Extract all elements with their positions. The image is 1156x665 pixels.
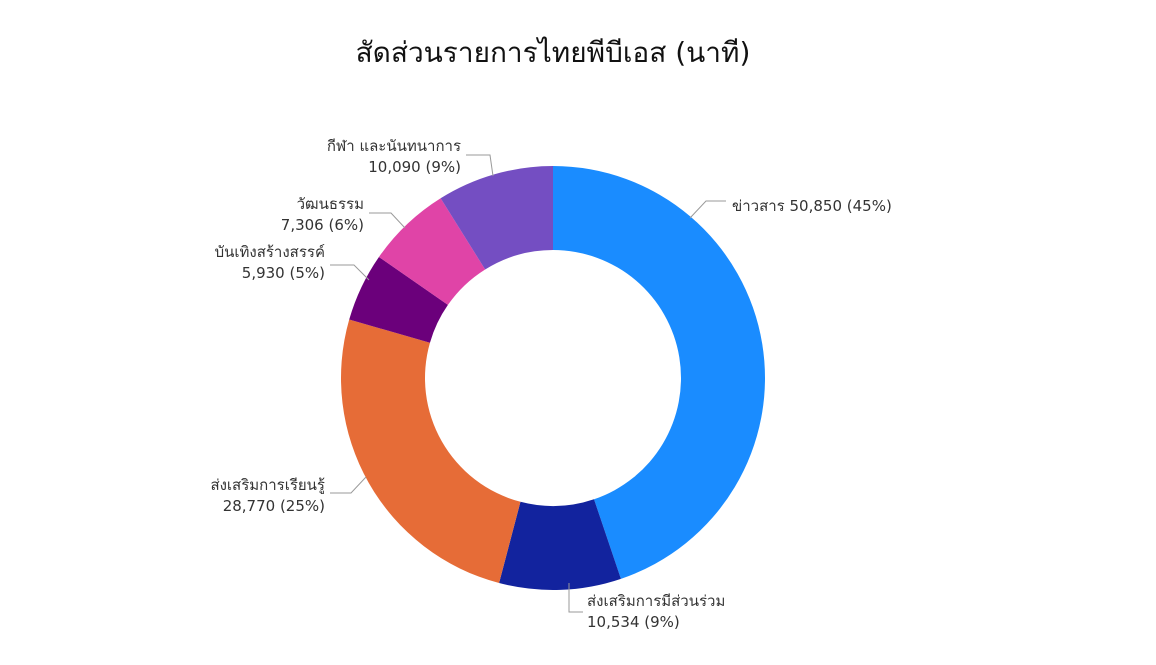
slice-category-5: วัฒนธรรม bbox=[297, 195, 364, 213]
slice-2[interactable] bbox=[499, 499, 621, 590]
leader-line-1 bbox=[689, 200, 726, 219]
leader-line-4 bbox=[330, 264, 370, 281]
slice-label-5: วัฒนธรรม 7,306 (6%) bbox=[281, 195, 364, 234]
slice-label-2: ส่งเสริมการมีส่วนร่วม 10,534 (9%) bbox=[587, 592, 725, 631]
slice-value-5: 7,306 (6%) bbox=[281, 216, 364, 234]
slice-3[interactable] bbox=[341, 319, 521, 584]
leader-line-6 bbox=[466, 154, 494, 177]
slice-category-3: ส่งเสริมการเรียนรู้ bbox=[210, 476, 325, 494]
slice-category-4: บันเทิงสร้างสรรค์ bbox=[215, 243, 325, 261]
slice-category-6: กีฬา และนันทนาการ bbox=[327, 137, 461, 155]
slice-value-2: 10,534 (9%) bbox=[587, 613, 680, 631]
slice-label-6: กีฬา และนันทนาการ 10,090 (9%) bbox=[327, 137, 461, 176]
slice-value-4: 5,930 (5%) bbox=[242, 264, 325, 282]
slice-value-3: 28,770 (25%) bbox=[223, 497, 325, 515]
slice-4[interactable] bbox=[349, 256, 448, 343]
slice-1[interactable] bbox=[553, 166, 766, 579]
slice-label-1: ข่าวสาร 50,850 (45%) bbox=[732, 197, 892, 215]
leader-line-5 bbox=[369, 212, 406, 229]
slice-label-3: ส่งเสริมการเรียนรู้ 28,770 (25%) bbox=[210, 476, 325, 515]
slice-category-2: ส่งเสริมการมีส่วนร่วม bbox=[587, 592, 725, 610]
leader-line-2 bbox=[568, 583, 583, 613]
slice-group bbox=[341, 166, 766, 590]
leader-line-3 bbox=[330, 476, 367, 494]
slice-label-4: บันเทิงสร้างสรรค์ 5,930 (5%) bbox=[215, 243, 325, 282]
slice-value-6: 10,090 (9%) bbox=[368, 158, 461, 176]
slice-5[interactable] bbox=[378, 198, 486, 305]
label-group: ข่าวสาร 50,850 (45%) ส่งเสริมการมีส่วนร่ว… bbox=[210, 137, 891, 631]
chart-title: สัดส่วนรายการไทยพีบีเอส (นาที) bbox=[356, 36, 751, 69]
slice-6[interactable] bbox=[440, 166, 553, 270]
